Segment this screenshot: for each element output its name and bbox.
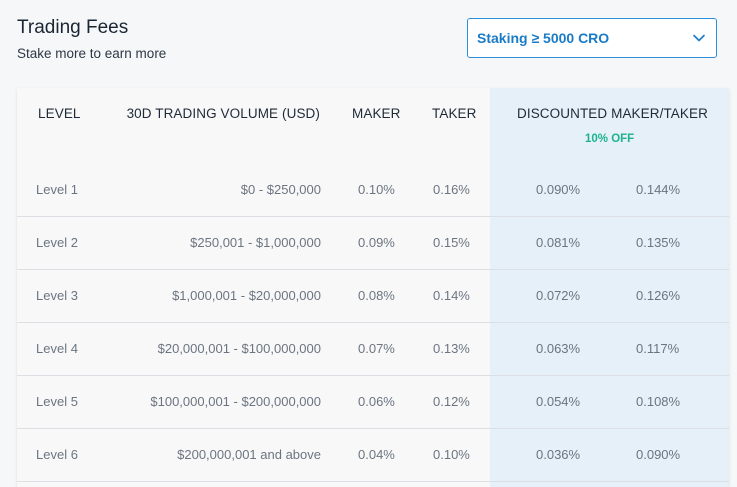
table-row: Level 4 $20,000,001 - $100,000,000 0.07% 0.… — [17, 323, 729, 376]
discounted-column-panel — [490, 88, 729, 487]
discounted-maker-cell: 0.054% — [536, 394, 581, 409]
maker-fee-cell: 0.04% — [358, 447, 395, 462]
level-cell: Level 1 — [36, 182, 78, 197]
header-maker: MAKER — [352, 106, 401, 121]
discounted-maker-cell: 0.036% — [536, 447, 581, 462]
header-taker: TAKER — [432, 106, 477, 121]
volume-cell: $0 - $250,000 — [240, 182, 321, 197]
discounted-maker-cell: 0.063% — [536, 341, 581, 356]
page-subtitle: Stake more to earn more — [17, 46, 167, 61]
volume-cell: $250,001 - $1,000,000 — [190, 235, 321, 250]
discounted-taker-cell: 0.108% — [636, 394, 681, 409]
table-row: Level 6 $200,000,001 and above 0.04% 0.10% 0… — [17, 429, 729, 482]
table-header-row: LEVEL 30D TRADING VOLUME (USD) MAKER TAK… — [17, 88, 729, 168]
discounted-taker-cell: 0.117% — [636, 341, 680, 356]
level-cell: Level 4 — [36, 341, 78, 356]
fees-table: LEVEL 30D TRADING VOLUME (USD) MAKER TAK… — [17, 88, 729, 487]
discounted-maker-cell: 0.072% — [536, 288, 581, 303]
staking-tier-select[interactable]: Staking ≥ 5000 CRO — [467, 18, 717, 58]
volume-cell: $100,000,001 - $200,000,000 — [150, 394, 321, 409]
taker-fee-cell: 0.12% — [433, 394, 470, 409]
volume-cell: $200,000,001 and above — [177, 447, 321, 462]
taker-fee-cell: 0.13% — [433, 341, 470, 356]
discounted-maker-cell: 0.081% — [536, 235, 581, 250]
taker-fee-cell: 0.16% — [433, 182, 470, 197]
discounted-taker-cell: 0.135% — [636, 235, 681, 250]
level-cell: Level 2 — [36, 235, 78, 250]
maker-fee-cell: 0.09% — [358, 235, 395, 250]
page-title: Trading Fees — [17, 17, 129, 38]
table-row: Level 1 $0 - $250,000 0.10% 0.16% 0.090% 0.14… — [17, 164, 729, 217]
level-cell: Level 6 — [36, 447, 78, 462]
taker-fee-cell: 0.14% — [433, 288, 470, 303]
taker-fee-cell: 0.15% — [433, 235, 470, 250]
maker-fee-cell: 0.07% — [358, 341, 395, 356]
discount-badge: 10% OFF — [585, 133, 635, 145]
header-level: LEVEL — [38, 106, 81, 121]
chevron-down-icon — [692, 31, 706, 45]
taker-fee-cell: 0.10% — [433, 447, 470, 462]
maker-fee-cell: 0.10% — [358, 182, 395, 197]
level-cell: Level 3 — [36, 288, 78, 303]
discounted-taker-cell: 0.144% — [636, 182, 681, 197]
table-row: Level 3 $1,000,001 - $20,000,000 0.08% 0.14… — [17, 270, 729, 323]
header-volume: 30D TRADING VOLUME (USD) — [126, 106, 320, 121]
maker-fee-cell: 0.08% — [358, 288, 395, 303]
discounted-taker-cell: 0.126% — [636, 288, 681, 303]
volume-cell: $1,000,001 - $20,000,000 — [172, 288, 321, 303]
staking-tier-selected-value: Staking ≥ 5000 CRO — [477, 30, 610, 46]
volume-cell: $20,000,001 - $100,000,000 — [157, 341, 321, 356]
level-cell: Level 5 — [36, 394, 78, 409]
discounted-taker-cell: 0.090% — [636, 447, 681, 462]
discounted-maker-cell: 0.090% — [536, 182, 581, 197]
table-row: Level 5 $100,000,001 - $200,000,000 0.06% 0… — [17, 376, 729, 429]
header-discounted: DISCOUNTED MAKER/TAKER — [517, 106, 708, 121]
maker-fee-cell: 0.06% — [358, 394, 395, 409]
table-row: Level 2 $250,001 - $1,000,000 0.09% 0.15% 0.… — [17, 217, 729, 270]
